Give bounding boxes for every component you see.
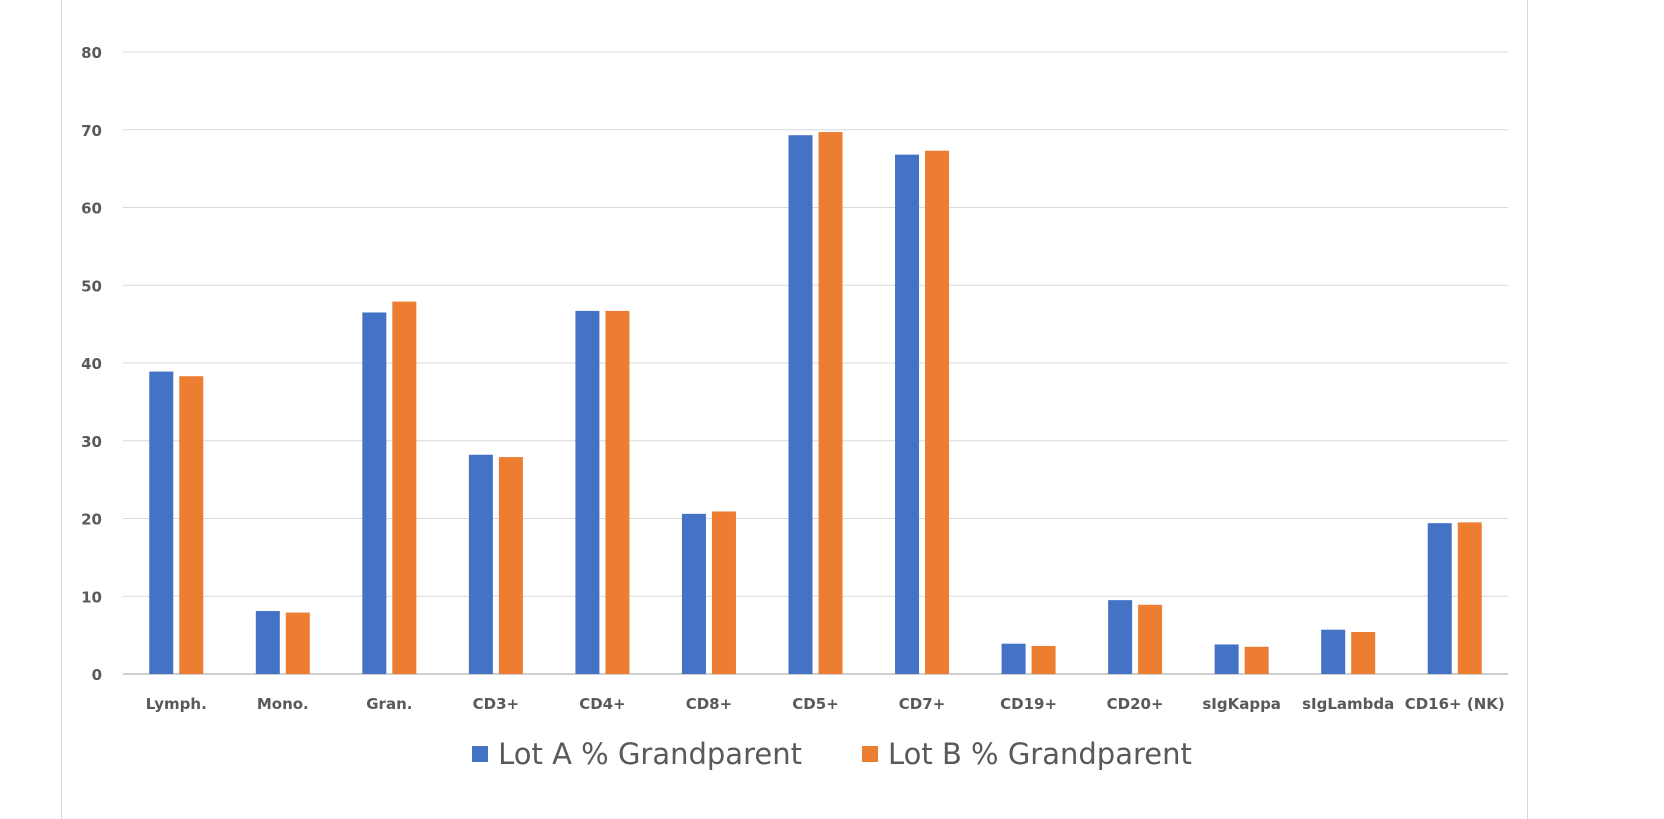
- x-tick-label: CD5+: [792, 695, 838, 713]
- x-tick-label: CD8+: [686, 695, 732, 713]
- x-tick-label: CD19+: [1000, 695, 1057, 713]
- x-tick-label: Lymph.: [146, 695, 207, 713]
- legend-swatch-lot-b: [861, 746, 878, 762]
- right-frame-line: [1527, 0, 1528, 819]
- x-tick-label: Gran.: [366, 695, 412, 713]
- x-tick-label: sIgKappa: [1202, 695, 1281, 713]
- bar-lot-a-3[interactable]: [468, 454, 493, 674]
- bar-lot-b-7[interactable]: [925, 150, 950, 674]
- bar-lot-b-4[interactable]: [605, 310, 630, 674]
- y-tick-label: 60: [81, 200, 102, 218]
- y-tick-label: 80: [81, 44, 102, 62]
- bar-lot-a-4[interactable]: [575, 310, 600, 674]
- bar-lot-b-8[interactable]: [1031, 646, 1056, 674]
- legend-swatch-lot-a: [472, 746, 489, 762]
- bar-lot-b-5[interactable]: [711, 511, 736, 674]
- bar-lot-a-6[interactable]: [788, 135, 813, 674]
- y-tick-label: 40: [81, 355, 102, 373]
- bar-lot-b-9[interactable]: [1138, 604, 1163, 674]
- y-tick-label: 10: [81, 588, 102, 606]
- legend-item-lot-b[interactable]: Lot B % Grandparent: [861, 737, 1192, 771]
- gridlines: [123, 51, 1508, 675]
- bar-lot-b-12[interactable]: [1457, 522, 1482, 674]
- x-tick-label: CD20+: [1107, 695, 1164, 713]
- bar-lot-a-10[interactable]: [1214, 644, 1239, 674]
- x-tick-label: CD4+: [579, 695, 625, 713]
- legend-label-lot-a: Lot A % Grandparent: [498, 737, 802, 771]
- y-tick-label: 70: [81, 122, 102, 140]
- bar-lot-b-3[interactable]: [498, 457, 523, 674]
- bar-lot-b-10[interactable]: [1244, 646, 1269, 674]
- bar-lot-a-0[interactable]: [149, 371, 174, 674]
- bar-lot-b-0[interactable]: [179, 376, 204, 674]
- x-tick-label: CD3+: [473, 695, 519, 713]
- x-tick-label: CD7+: [899, 695, 945, 713]
- bar-lot-a-5[interactable]: [681, 513, 706, 674]
- bar-lot-a-1[interactable]: [255, 611, 280, 674]
- bar-lot-b-2[interactable]: [392, 301, 417, 674]
- bar-lot-b-1[interactable]: [285, 612, 310, 674]
- bar-lot-a-9[interactable]: [1108, 600, 1133, 674]
- bar-lot-a-12[interactable]: [1427, 523, 1452, 674]
- x-tick-label: CD16+ (NK): [1405, 695, 1505, 713]
- y-tick-label: 0: [92, 666, 102, 684]
- y-tick-label: 30: [81, 433, 102, 451]
- x-tick-label: sIgLambda: [1302, 695, 1394, 713]
- y-tick-label: 20: [81, 511, 102, 529]
- legend-item-lot-a[interactable]: Lot A % Grandparent: [472, 737, 802, 771]
- bar-lot-b-11[interactable]: [1351, 632, 1376, 674]
- bars: [149, 132, 1482, 674]
- x-tick-label: Mono.: [257, 695, 309, 713]
- legend-label-lot-b: Lot B % Grandparent: [887, 737, 1192, 771]
- legend: Lot A % Grandparent Lot B % Grandparent: [0, 734, 1664, 774]
- bar-lot-a-2[interactable]: [362, 312, 387, 674]
- left-frame-line: [61, 0, 62, 819]
- bar-lot-b-6[interactable]: [818, 132, 843, 674]
- bar-lot-a-11[interactable]: [1321, 629, 1346, 674]
- x-axis-tick-labels: Lymph. Mono. Gran. CD3+ CD4+ CD8+ CD5+ CD7+ CD19…: [146, 695, 1505, 713]
- y-tick-label: 50: [81, 277, 102, 295]
- bar-lot-a-7[interactable]: [895, 154, 920, 674]
- y-axis-tick-labels: 0 10 20 30 40 50 60 70 80: [81, 44, 102, 684]
- bar-lot-a-8[interactable]: [1001, 643, 1026, 674]
